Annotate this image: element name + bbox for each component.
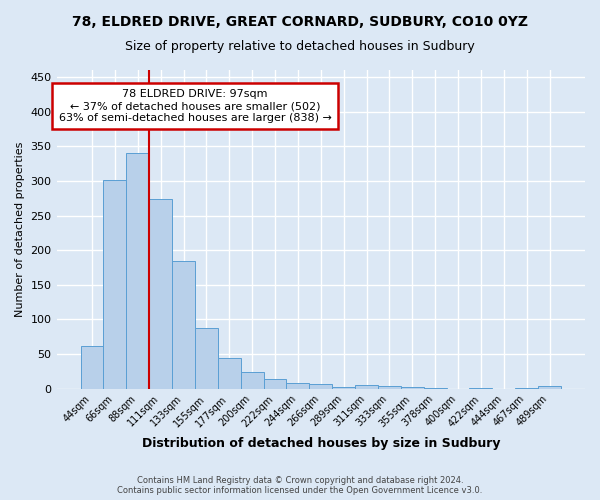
Bar xyxy=(401,388,424,389)
Bar xyxy=(263,379,286,389)
Y-axis label: Number of detached properties: Number of detached properties xyxy=(15,142,25,317)
Bar xyxy=(286,384,310,389)
Bar xyxy=(241,372,263,389)
Bar xyxy=(195,328,218,389)
Bar xyxy=(469,388,493,389)
Bar xyxy=(355,386,378,389)
Bar xyxy=(80,346,103,389)
Bar xyxy=(515,388,538,389)
Bar xyxy=(103,180,127,389)
X-axis label: Distribution of detached houses by size in Sudbury: Distribution of detached houses by size … xyxy=(142,437,500,450)
Bar xyxy=(310,384,332,389)
Bar xyxy=(149,199,172,389)
Bar xyxy=(218,358,241,389)
Bar xyxy=(127,153,149,389)
Text: Contains HM Land Registry data © Crown copyright and database right 2024.
Contai: Contains HM Land Registry data © Crown c… xyxy=(118,476,482,495)
Bar xyxy=(332,386,355,389)
Bar xyxy=(172,260,195,389)
Text: 78, ELDRED DRIVE, GREAT CORNARD, SUDBURY, CO10 0YZ: 78, ELDRED DRIVE, GREAT CORNARD, SUDBURY… xyxy=(72,15,528,29)
Bar xyxy=(424,388,446,389)
Text: 78 ELDRED DRIVE: 97sqm
← 37% of detached houses are smaller (502)
63% of semi-de: 78 ELDRED DRIVE: 97sqm ← 37% of detached… xyxy=(59,90,331,122)
Bar xyxy=(538,386,561,389)
Text: Size of property relative to detached houses in Sudbury: Size of property relative to detached ho… xyxy=(125,40,475,53)
Bar xyxy=(378,386,401,389)
